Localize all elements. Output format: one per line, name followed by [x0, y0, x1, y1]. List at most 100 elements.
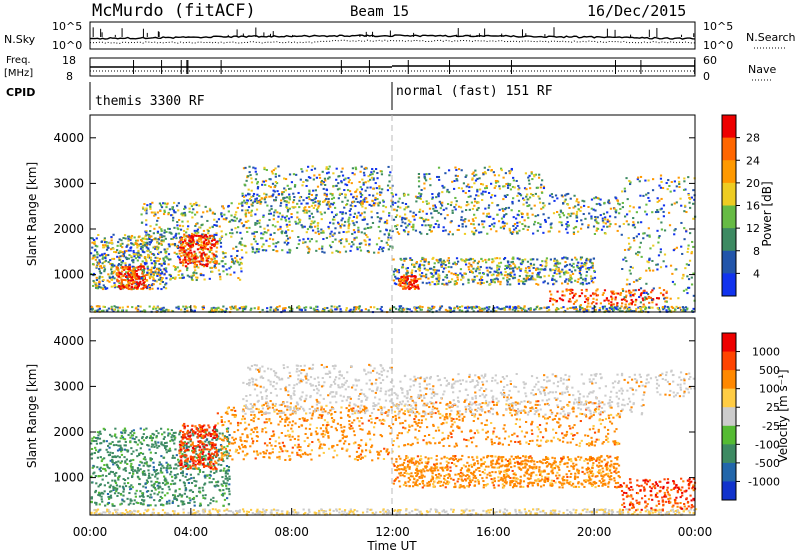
echo-cell: [306, 209, 308, 211]
echo-cell: [401, 266, 403, 268]
echo-cell: [312, 229, 314, 231]
echo-cell: [130, 250, 132, 252]
echo-cell: [194, 269, 196, 271]
echo-cell: [555, 308, 557, 310]
echo-cell: [648, 306, 650, 308]
echo-cell: [221, 230, 223, 232]
echo-cell: [273, 232, 275, 234]
echo-cell: [164, 284, 166, 286]
echo-cell: [632, 267, 634, 269]
echo-cell: [458, 225, 460, 227]
echo-cell: [652, 189, 654, 191]
echo-cell: [671, 306, 673, 308]
echo-cell: [304, 206, 306, 208]
echo-cell: [550, 294, 552, 296]
echo-cell: [388, 212, 390, 214]
echo-cell: [537, 187, 539, 189]
echo-cell: [626, 283, 628, 285]
echo-cell: [122, 307, 124, 309]
echo-cell: [112, 248, 114, 250]
echo-cell: [196, 260, 198, 262]
echo-cell: [133, 255, 135, 257]
echo-cell: [635, 279, 637, 281]
echo-cell: [127, 306, 129, 308]
echo-cell: [285, 189, 287, 191]
echo-cell: [365, 207, 367, 209]
echo-cell: [387, 185, 389, 187]
echo-cell: [179, 259, 181, 261]
echo-cell: [550, 224, 552, 226]
echo-cell: [599, 309, 601, 311]
echo-cell: [430, 268, 432, 270]
echo-cell: [223, 510, 225, 512]
echo-cell: [525, 275, 527, 277]
nsky-label: N.Sky: [4, 33, 36, 46]
echo-cell: [356, 306, 358, 308]
echo-cell: [645, 292, 647, 294]
echo-cell: [151, 288, 153, 290]
echo-cell: [269, 210, 271, 212]
echo-cell: [230, 274, 232, 276]
freq-label: Freq.: [6, 55, 31, 66]
echo-cell: [670, 298, 672, 300]
echo-cell: [176, 205, 178, 207]
echo-cell: [92, 263, 94, 265]
echo-cell: [147, 250, 149, 252]
echo-cell: [403, 229, 405, 231]
echo-cell: [624, 188, 626, 190]
echo-cell: [648, 302, 650, 304]
echo-cell: [246, 199, 248, 201]
echo-cell: [437, 273, 439, 275]
echo-cell: [322, 183, 324, 185]
echo-cell: [212, 244, 214, 246]
echo-cell: [565, 228, 567, 230]
echo-cell: [288, 188, 290, 190]
echo-cell: [470, 264, 472, 266]
echo-cell: [653, 287, 655, 289]
echo-cell: [122, 285, 124, 287]
echo-cell: [501, 208, 503, 210]
echo-cell: [196, 233, 198, 235]
echo-cell: [183, 230, 185, 232]
echo-cell: [358, 181, 360, 183]
echo-cell: [518, 283, 520, 285]
echo-cell: [142, 241, 144, 243]
echo-cell: [639, 307, 641, 309]
echo-cell: [244, 167, 246, 169]
echo-cell: [541, 179, 543, 181]
echo-cell: [162, 509, 164, 511]
echo-cell: [595, 309, 597, 311]
echo-cell: [489, 283, 491, 285]
echo-cell: [338, 232, 340, 234]
echo-cell: [166, 257, 168, 259]
echo-cell: [149, 306, 151, 308]
echo-cell: [302, 238, 304, 240]
echo-cell: [592, 278, 594, 280]
echo-cell: [474, 227, 476, 229]
echo-cell: [531, 272, 533, 274]
echo-cell: [458, 206, 460, 208]
echo-cell: [586, 283, 588, 285]
echo-cell: [265, 194, 267, 196]
echo-cell: [154, 266, 156, 268]
echo-cell: [346, 307, 348, 309]
echo-cell: [201, 245, 203, 247]
echo-cell: [156, 242, 158, 244]
echo-cell: [335, 508, 337, 510]
echo-cell: [225, 269, 227, 271]
echo-cell: [416, 307, 418, 309]
echo-cell: [537, 276, 539, 278]
echo-cell: [538, 174, 540, 176]
echo-cell: [144, 235, 146, 237]
echo-cell: [98, 259, 100, 261]
echo-cell: [381, 306, 383, 308]
echo-cell: [203, 244, 205, 246]
echo-cell: [691, 251, 693, 253]
echo-cell: [388, 248, 390, 250]
echo-cell: [688, 264, 690, 266]
echo-cell: [381, 171, 383, 173]
echo-cell: [379, 511, 381, 513]
echo-cell: [258, 222, 260, 224]
echo-cell: [541, 192, 543, 194]
echo-cell: [194, 225, 196, 227]
